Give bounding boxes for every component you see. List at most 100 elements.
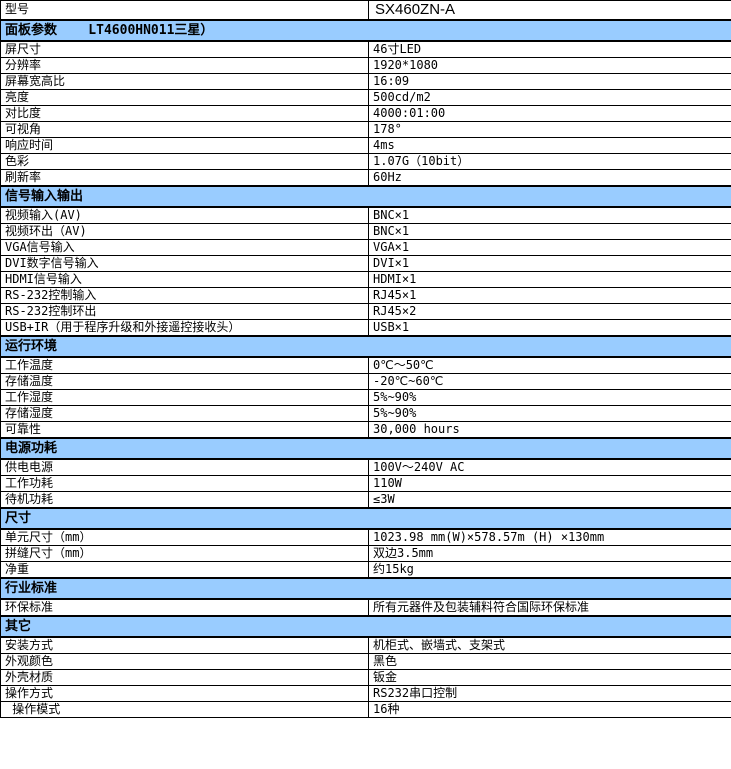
spec-label: 屏幕宽高比: [0, 72, 369, 90]
spec-value: 4000:01:00: [368, 104, 731, 122]
section-header-row: 面板参数 LT4600HN011三星）: [0, 18, 731, 42]
table-row: 视频输入(AV) BNC×1: [0, 206, 731, 224]
spec-label: 色彩: [0, 152, 369, 170]
table-row: 工作温度 0℃～50℃: [0, 356, 731, 374]
spec-value: RJ45×1: [368, 286, 731, 304]
spec-label: HDMI信号输入: [0, 270, 369, 288]
spec-label: USB+IR（用于程序升级和外接遥控接收头）: [0, 318, 369, 336]
spec-label: 亮度: [0, 88, 369, 106]
spec-value: 0℃～50℃: [368, 356, 731, 374]
table-row: 存储温度 -20℃~60℃: [0, 372, 731, 390]
table-row: 操作方式 RS232串口控制: [0, 684, 731, 702]
spec-label: 单元尺寸（mm）: [0, 528, 369, 546]
table-row: 可视角 178°: [0, 120, 731, 138]
table-row: 亮度 500cd/m2: [0, 88, 731, 106]
spec-value: RJ45×2: [368, 302, 731, 320]
section-title: 行业标准: [0, 576, 731, 600]
table-row: 存储湿度 5%~90%: [0, 404, 731, 422]
table-row: 单元尺寸（mm） 1023.98 mm(W)×578.57m (H) ×130mm: [0, 528, 731, 546]
spec-label: 视频环出（AV): [0, 222, 369, 240]
spec-value: 黑色: [368, 652, 731, 670]
section-header-row: 尺寸: [0, 506, 731, 530]
spec-label: 操作模式: [0, 700, 369, 718]
spec-label: 对比度: [0, 104, 369, 122]
spec-label: RS-232控制环出: [0, 302, 369, 320]
table-row: 响应时间 4ms: [0, 136, 731, 154]
spec-value: DVI×1: [368, 254, 731, 272]
spec-label: 供电电源: [0, 458, 369, 476]
spec-value: 178°: [368, 120, 731, 138]
table-row: 供电电源 100V～240V AC: [0, 458, 731, 476]
spec-value: BNC×1: [368, 206, 731, 224]
table-row: 工作湿度 5%~90%: [0, 388, 731, 406]
table-row: DVI数字信号输入 DVI×1: [0, 254, 731, 272]
table-row: 净重 约15kg: [0, 560, 731, 578]
spec-label: 净重: [0, 560, 369, 578]
spec-value: 110W: [368, 474, 731, 492]
section-header-row: 其它: [0, 614, 731, 638]
spec-table: 型号 SX460ZN-A 面板参数 LT4600HN011三星） 屏尺寸 46寸LE…: [0, 0, 731, 718]
table-row: 屏尺寸 46寸LED: [0, 40, 731, 58]
spec-value: 5%~90%: [368, 388, 731, 406]
spec-value: 60Hz: [368, 168, 731, 186]
spec-label: 安装方式: [0, 636, 369, 654]
table-row: 色彩 1.07G（10bit）: [0, 152, 731, 170]
spec-label: 存储温度: [0, 372, 369, 390]
spec-value: 钣金: [368, 668, 731, 686]
spec-value: 机柜式、嵌墙式、支架式: [368, 636, 731, 654]
table-row: 工作功耗 110W: [0, 474, 731, 492]
section-title: 信号输入输出: [0, 184, 731, 208]
spec-label: VGA信号输入: [0, 238, 369, 256]
spec-value: 1.07G（10bit）: [368, 152, 731, 170]
model-value: SX460ZN-A: [368, 0, 731, 20]
spec-value: 1023.98 mm(W)×578.57m (H) ×130mm: [368, 528, 731, 546]
spec-value: 16种: [368, 700, 731, 718]
table-row: 刷新率 60Hz: [0, 168, 731, 186]
section-header-row: 信号输入输出: [0, 184, 731, 208]
spec-value: 46寸LED: [368, 40, 731, 58]
spec-label: 拼缝尺寸（mm）: [0, 544, 369, 562]
table-row: 待机功耗 ≤3W: [0, 490, 731, 508]
table-row: RS-232控制输入 RJ45×1: [0, 286, 731, 304]
spec-value: 所有元器件及包装辅料符合国际环保标准: [368, 598, 731, 616]
table-row-model: 型号 SX460ZN-A: [0, 0, 731, 20]
spec-label: 工作功耗: [0, 474, 369, 492]
spec-value: 100V～240V AC: [368, 458, 731, 476]
spec-label: 刷新率: [0, 168, 369, 186]
spec-label: RS-232控制输入: [0, 286, 369, 304]
spec-value: 5%~90%: [368, 404, 731, 422]
table-row: HDMI信号输入 HDMI×1: [0, 270, 731, 288]
table-row: 安装方式 机柜式、嵌墙式、支架式: [0, 636, 731, 654]
spec-label: 工作温度: [0, 356, 369, 374]
spec-label: 待机功耗: [0, 490, 369, 508]
spec-value: 16:09: [368, 72, 731, 90]
spec-label: 环保标准: [0, 598, 369, 616]
spec-value: 约15kg: [368, 560, 731, 578]
table-row: 视频环出（AV) BNC×1: [0, 222, 731, 240]
section-header-row: 运行环境: [0, 334, 731, 358]
table-row: 外壳材质 钣金: [0, 668, 731, 686]
table-row: 分辨率 1920*1080: [0, 56, 731, 74]
spec-label: 外观颜色: [0, 652, 369, 670]
spec-label: 可靠性: [0, 420, 369, 438]
spec-label: 工作湿度: [0, 388, 369, 406]
model-label: 型号: [0, 0, 369, 20]
table-row: 拼缝尺寸（mm） 双边3.5mm: [0, 544, 731, 562]
spec-table-body: 型号 SX460ZN-A 面板参数 LT4600HN011三星） 屏尺寸 46寸LE…: [0, 0, 731, 718]
spec-value: 4ms: [368, 136, 731, 154]
spec-label: 操作方式: [0, 684, 369, 702]
spec-label: 外壳材质: [0, 668, 369, 686]
table-row: 外观颜色 黑色: [0, 652, 731, 670]
section-title: 其它: [0, 614, 731, 638]
spec-value: 1920*1080: [368, 56, 731, 74]
spec-label: 可视角: [0, 120, 369, 138]
table-row: RS-232控制环出 RJ45×2: [0, 302, 731, 320]
table-row: 屏幕宽高比 16:09: [0, 72, 731, 90]
section-title: 电源功耗: [0, 436, 731, 460]
spec-label: DVI数字信号输入: [0, 254, 369, 272]
section-header-row: 行业标准: [0, 576, 731, 600]
section-header-row: 电源功耗: [0, 436, 731, 460]
spec-value: ≤3W: [368, 490, 731, 508]
section-title: 尺寸: [0, 506, 731, 530]
